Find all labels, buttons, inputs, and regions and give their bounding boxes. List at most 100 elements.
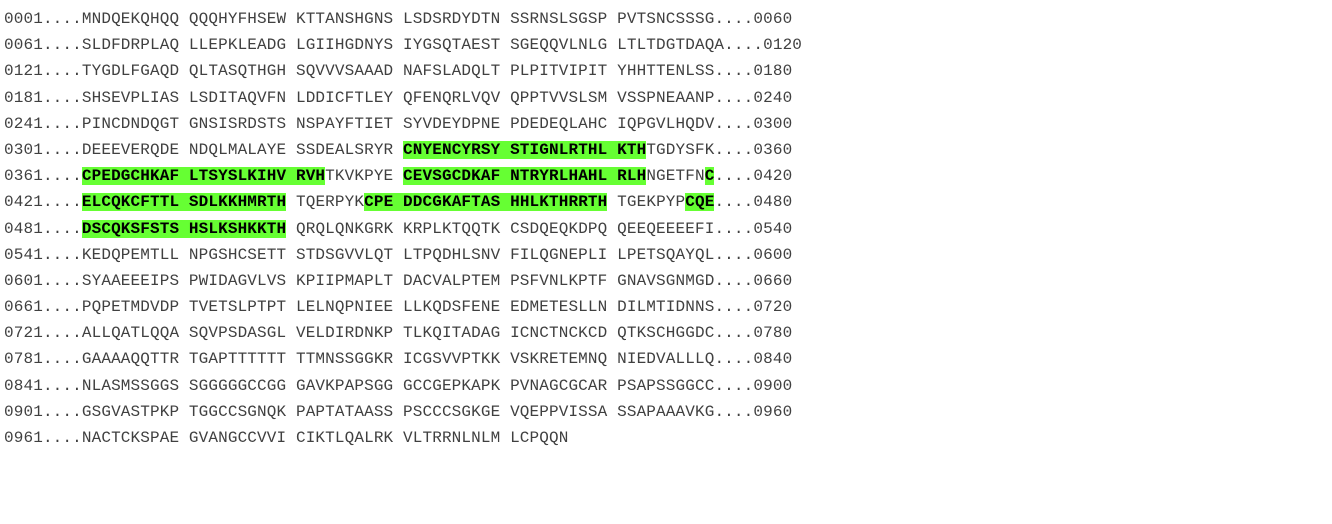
line-end-number: 0300	[753, 114, 793, 133]
dot-separator: ....	[714, 140, 754, 159]
sequence-residues: ALLQATLQQA SQVPSDASGL VELDIRDNKP TLKQITA…	[81, 324, 715, 343]
line-end-number: 0360	[753, 140, 793, 159]
sequence-residues: GAAAAQQTTR TGAPTTTTTT TTMNSSGGKR ICGSVVP…	[81, 350, 715, 369]
line-start-number: 0721	[4, 324, 43, 343]
sequence-line: 0421....ELCQKCFTTL SDLKKHMRTH TQERPYKCPE…	[4, 189, 802, 215]
line-end-number: 0960	[753, 402, 793, 421]
dot-separator: ....	[42, 114, 82, 133]
dot-separator: ....	[42, 298, 82, 317]
sequence-residues: KEDQPEMTLL NPGSHCSETT STDSGVVLQT LTPQDHL…	[81, 245, 715, 264]
dot-separator: ....	[42, 402, 82, 421]
line-start-number: 0601	[4, 271, 43, 290]
dot-separator: ....	[714, 114, 754, 133]
line-start-number: 0241	[4, 114, 43, 133]
dot-separator: ....	[714, 10, 754, 28]
sequence-line: 0301....DEEEVERQDE NDQLMALAYE SSDEALSRYR…	[4, 137, 802, 163]
sequence-residues: TGDYSFK	[646, 140, 715, 159]
dot-separator: ....	[42, 429, 82, 447]
sequence-residues: NACTCKSPAE GVANGCCVVI CIKTLQALRK VLTRRNL…	[81, 429, 569, 447]
line-end-number: 0180	[753, 62, 793, 81]
sequence-residues: PINCDNDQGT GNSISRDSTS NSPAYFTIET SYVDEYD…	[81, 114, 715, 133]
dot-separator: ....	[42, 350, 82, 369]
line-start-number: 0901	[4, 402, 43, 421]
dot-separator: ....	[42, 140, 82, 159]
sequence-residues: TKVKPYE	[325, 167, 404, 186]
line-start-number: 0481	[4, 219, 43, 238]
sequence-residues: TQERPYK	[286, 193, 365, 212]
dot-separator: ....	[42, 219, 82, 238]
highlighted-residues: ELCQKCFTTL SDLKKHMRTH	[81, 193, 287, 212]
line-end-number: 0480	[753, 193, 793, 212]
line-start-number: 0841	[4, 376, 43, 395]
dot-separator: ....	[714, 402, 754, 421]
line-end-number: 0540	[753, 219, 793, 238]
sequence-residues: MNDQEKQHQQ QQQHYFHSEW KTTANSHGNS LSDSRDY…	[81, 10, 715, 28]
highlighted-residues: CEVSGCDKAF NTRYRLHAHL RLH	[403, 167, 647, 186]
sequence-line: 0361....CPEDGCHKAF LTSYSLKIHV RVHTKVKPYE…	[4, 163, 802, 189]
dot-separator: ....	[42, 376, 82, 395]
sequence-residues: TYGDLFGAQD QLTASQTHGH SQVVVSAAAD NAFSLAD…	[81, 62, 715, 81]
highlighted-residues: CQE	[685, 193, 715, 212]
dot-separator: ....	[42, 62, 82, 81]
dot-separator: ....	[714, 298, 754, 317]
dot-separator: ....	[714, 271, 754, 290]
line-end-number: 0900	[753, 376, 793, 395]
dot-separator: ....	[714, 62, 754, 81]
dot-separator: ....	[714, 376, 754, 395]
line-end-number: 0840	[753, 350, 793, 369]
sequence-residues: NGETFN	[646, 167, 705, 186]
line-start-number: 0961	[4, 429, 43, 447]
sequence-residues: SLDFDRPLAQ LLEPKLEADG LGIIHGDNYS IYGSQTA…	[81, 36, 725, 55]
line-start-number: 0361	[4, 167, 43, 186]
line-start-number: 0421	[4, 193, 43, 212]
line-end-number: 0240	[753, 88, 793, 107]
sequence-line: 0541....KEDQPEMTLL NPGSHCSETT STDSGVVLQT…	[4, 242, 802, 268]
sequence-line: 0721....ALLQATLQQA SQVPSDASGL VELDIRDNKP…	[4, 320, 802, 346]
sequence-line: 0481....DSCQKSFSTS HSLKSHKKTH QRQLQNKGRK…	[4, 216, 802, 242]
highlighted-residues: CPEDGCHKAF LTSYSLKIHV RVH	[81, 167, 326, 186]
sequence-line: 0181....SHSEVPLIAS LSDITAQVFN LDDICFTLEY…	[4, 85, 802, 111]
sequence-residues: NLASMSSGGS SGGGGGCCGG GAVKPAPSGG GCCGEPK…	[81, 376, 715, 395]
sequence-line: 0601....SYAAEEEIPS PWIDAGVLVS KPIIPMAPLT…	[4, 268, 802, 294]
dot-separator: ....	[714, 193, 754, 212]
highlighted-residues: DSCQKSFSTS HSLKSHKKTH	[81, 219, 287, 238]
sequence-line: 0001....MNDQEKQHQQ QQQHYFHSEW KTTANSHGNS…	[4, 6, 802, 32]
sequence-residues: GSGVASTPKP TGGCCSGNQK PAPTATAASS PSCCCSG…	[81, 402, 715, 421]
dot-separator: ....	[42, 271, 82, 290]
line-start-number: 0001	[4, 10, 43, 28]
sequence-residues: PQPETMDVDP TVETSLPTPT LELNQPNIEE LLKQDSF…	[81, 298, 715, 317]
sequence-residues: TGEKPYP	[607, 193, 686, 212]
dot-separator: ....	[42, 167, 82, 186]
line-end-number: 0120	[763, 36, 803, 55]
dot-separator: ....	[42, 10, 82, 28]
dot-separator: ....	[42, 36, 82, 55]
line-end-number: 0780	[753, 324, 793, 343]
dot-separator: ....	[42, 193, 82, 212]
dot-separator: ....	[714, 245, 754, 264]
sequence-line: 0661....PQPETMDVDP TVETSLPTPT LELNQPNIEE…	[4, 294, 802, 320]
sequence-line: 0901....GSGVASTPKP TGGCCSGNQK PAPTATAASS…	[4, 399, 802, 425]
dot-separator: ....	[724, 36, 764, 55]
line-start-number: 0061	[4, 36, 43, 55]
dot-separator: ....	[42, 88, 82, 107]
line-end-number: 0660	[753, 271, 793, 290]
sequence-line: 0241....PINCDNDQGT GNSISRDSTS NSPAYFTIET…	[4, 111, 802, 137]
line-end-number: 0420	[753, 167, 793, 186]
sequence-residues: DEEEVERQDE NDQLMALAYE SSDEALSRYR	[81, 140, 404, 159]
dot-separator: ....	[714, 88, 754, 107]
line-start-number: 0121	[4, 62, 43, 81]
dot-separator: ....	[714, 167, 754, 186]
sequence-line: 0961....NACTCKSPAE GVANGCCVVI CIKTLQALRK…	[4, 425, 802, 451]
sequence-line: 0121....TYGDLFGAQD QLTASQTHGH SQVVVSAAAD…	[4, 58, 802, 84]
sequence-viewer: 0001....MNDQEKQHQQ QQQHYFHSEW KTTANSHGNS…	[4, 6, 802, 451]
sequence-line: 0841....NLASMSSGGS SGGGGGCCGG GAVKPAPSGG…	[4, 373, 802, 399]
dot-separator: ....	[42, 324, 82, 343]
dot-separator: ....	[42, 245, 82, 264]
dot-separator: ....	[714, 219, 754, 238]
dot-separator: ....	[714, 324, 754, 343]
line-start-number: 0541	[4, 245, 43, 264]
line-start-number: 0781	[4, 350, 43, 369]
highlighted-residues: CNYENCYRSY STIGNLRTHL KTH	[403, 140, 647, 159]
sequence-line: 0781....GAAAAQQTTR TGAPTTTTTT TTMNSSGGKR…	[4, 346, 802, 372]
sequence-residues: QRQLQNKGRK KRPLKTQQTK CSDQEQKDPQ QEEQEEE…	[286, 219, 715, 238]
